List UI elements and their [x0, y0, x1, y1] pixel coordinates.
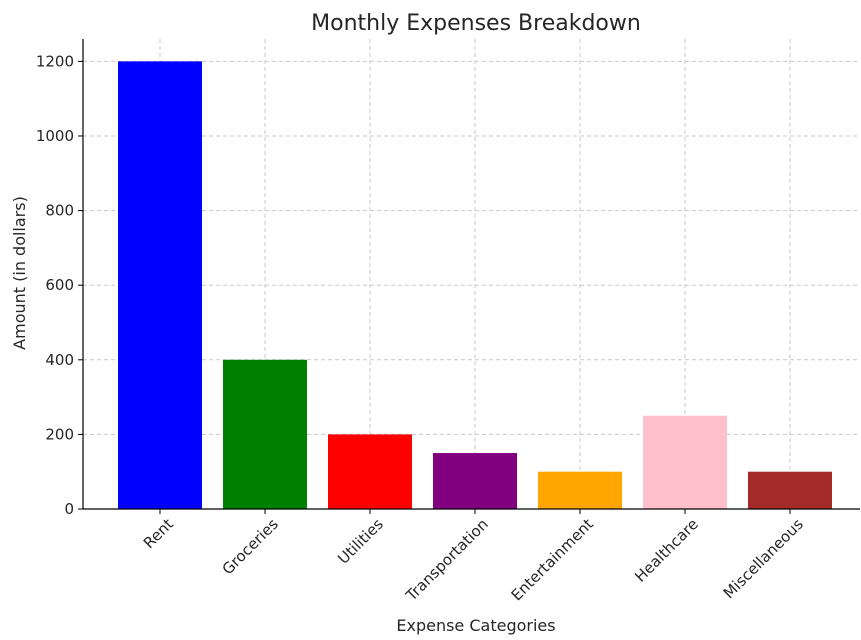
- y-axis-label: Amount (in dollars): [10, 196, 29, 350]
- x-tick-label: Transportation: [402, 515, 492, 605]
- grid: [83, 39, 860, 510]
- x-tick-label: Miscellaneous: [720, 515, 807, 602]
- x-tick-label: Groceries: [219, 515, 282, 578]
- x-ticks: Rent Groceries Utilities Transportation Ente…: [140, 509, 807, 605]
- bar-utilities: [328, 434, 412, 509]
- bar-transportation: [433, 453, 517, 509]
- bar-rent: [118, 61, 202, 509]
- y-tick-label: 0: [64, 500, 74, 518]
- x-tick-label: Utilities: [334, 515, 387, 568]
- y-tick-label: 600: [45, 276, 74, 294]
- x-tick-label: Entertainment: [508, 515, 597, 604]
- y-tick-label: 1000: [36, 127, 74, 145]
- chart-title: Monthly Expenses Breakdown: [311, 11, 641, 36]
- y-tick-label: 400: [45, 351, 74, 369]
- x-tick-label: Rent: [140, 515, 177, 552]
- bars: [118, 61, 832, 509]
- bar-miscellaneous: [748, 471, 832, 509]
- y-tick-label: 1200: [36, 52, 74, 70]
- bar-healthcare: [643, 415, 727, 509]
- y-tick-label: 800: [45, 202, 74, 220]
- x-axis-label: Expense Categories: [396, 616, 555, 635]
- y-tick-label: 200: [45, 425, 74, 443]
- bar-entertainment: [538, 471, 622, 509]
- axes: [82, 39, 860, 510]
- y-ticks: 0 200 400 600 800 1000 1200: [36, 52, 83, 518]
- bar-groceries: [223, 359, 307, 509]
- x-tick-label: Healthcare: [631, 515, 702, 586]
